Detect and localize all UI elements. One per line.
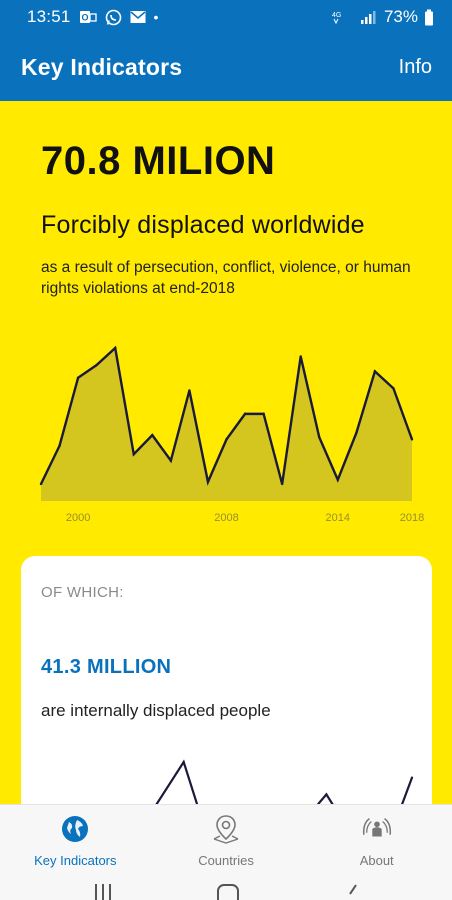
chart-point xyxy=(225,438,228,441)
subhead: Forcibly displaced worldwide xyxy=(41,211,365,239)
chart-point xyxy=(58,444,61,447)
chart-point xyxy=(318,436,321,439)
chart-point xyxy=(39,482,43,486)
back-icon[interactable] xyxy=(344,882,362,900)
battery-percent: 73% xyxy=(383,7,418,26)
x-tick-label: 2008 xyxy=(214,512,238,524)
signal-icon xyxy=(360,9,378,25)
chart-point xyxy=(373,370,377,373)
description: as a result of persecution, conflict, vi… xyxy=(41,259,411,297)
nav-about[interactable]: About xyxy=(301,805,452,876)
bottom-nav: Key Indicators Countries About xyxy=(0,804,452,876)
chart-point xyxy=(410,776,414,779)
network-icon: 4G xyxy=(332,9,354,25)
chart-point xyxy=(188,389,191,392)
chart-point xyxy=(392,387,395,390)
app-bar: Key Indicators Info xyxy=(0,34,452,101)
status-right: 4G 73% xyxy=(332,7,434,27)
nav-label: About xyxy=(359,853,394,868)
chart-point xyxy=(169,459,173,462)
battery-icon xyxy=(424,9,434,26)
globe-icon xyxy=(59,813,91,845)
home-icon[interactable] xyxy=(216,882,240,900)
info-button[interactable]: Info xyxy=(398,56,432,78)
svg-text:O: O xyxy=(81,13,88,23)
nav-key-indicators[interactable]: Key Indicators xyxy=(0,805,151,876)
chart-point xyxy=(95,363,98,367)
mail-icon xyxy=(130,10,146,24)
chart-area-fill xyxy=(41,348,412,501)
idp-card: OF WHICH: 41.3 MILLION are internally di… xyxy=(21,556,432,804)
unhcr-logo-icon xyxy=(361,813,393,845)
displacement-trend-chart: 2000 2008 2014 2018 xyxy=(39,345,424,524)
chart-point xyxy=(76,376,80,379)
chart-point xyxy=(355,431,358,435)
chart-point xyxy=(182,760,185,764)
chart-point xyxy=(262,412,265,416)
nav-countries[interactable]: Countries xyxy=(151,805,302,876)
chart-point xyxy=(206,480,210,484)
map-pin-icon xyxy=(210,813,242,845)
card-description: are internally displaced people xyxy=(41,701,271,720)
headline-figure: 70.8 MILION xyxy=(41,139,276,183)
x-tick-label: 2014 xyxy=(326,512,350,524)
status-dot: • xyxy=(153,9,159,25)
app-title: Key Indicators xyxy=(21,54,183,80)
nav-label: Countries xyxy=(198,853,254,868)
chart-point xyxy=(325,793,328,796)
chart-point xyxy=(280,482,284,486)
chart-point xyxy=(114,346,117,350)
idp-trend-chart xyxy=(155,759,414,804)
recents-icon[interactable] xyxy=(92,882,114,900)
chart-point xyxy=(299,355,302,358)
chart-point xyxy=(151,433,154,437)
system-nav-bar xyxy=(0,876,452,900)
card-value: 41.3 MILLION xyxy=(41,656,172,678)
chart-point xyxy=(243,412,247,416)
card-label: OF WHICH: xyxy=(41,584,124,601)
outlook-icon: O xyxy=(79,9,97,25)
nav-label: Key Indicators xyxy=(34,853,117,868)
main-content[interactable]: 70.8 MILION Forcibly displaced worldwide… xyxy=(0,101,452,804)
chart-point xyxy=(132,453,135,456)
svg-text:4G: 4G xyxy=(332,12,341,19)
chart-point xyxy=(410,438,414,441)
x-tick-label: 2018 xyxy=(400,512,424,524)
chart-point xyxy=(336,478,339,481)
chart-series-line xyxy=(155,759,414,804)
whatsapp-icon xyxy=(105,9,122,26)
x-tick-label: 2000 xyxy=(66,512,90,524)
status-bar: 13:51 O • 4G 73% xyxy=(0,0,452,34)
status-left: 13:51 O • xyxy=(27,7,158,27)
status-time: 13:51 xyxy=(27,7,71,26)
